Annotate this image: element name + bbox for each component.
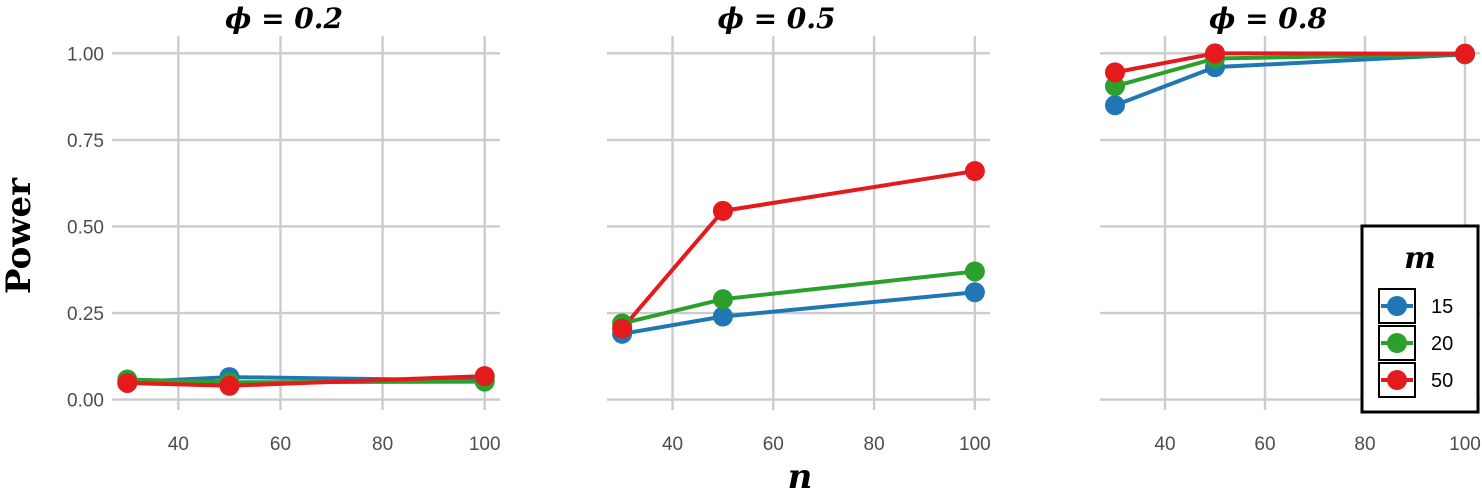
x-tick-label: 80 (372, 434, 393, 455)
x-tick-label: 80 (864, 434, 885, 455)
y-tick-label: 0.50 (67, 217, 104, 238)
facet-panel-2: 40 60 80 100 ϕ = 0.5 (607, 2, 991, 455)
data-point-m50 (964, 161, 985, 182)
legend-label-m15: 15 (1431, 296, 1453, 318)
data-point-m50 (1455, 43, 1475, 64)
legend-key-point-m20 (1387, 333, 1407, 353)
data-point-m50 (474, 366, 495, 387)
facet-title: ϕ = 0.8 (1209, 2, 1327, 35)
data-point-m15 (1105, 95, 1125, 116)
x-tick-label: 60 (270, 434, 291, 455)
facet-title: ϕ = 0.2 (225, 2, 343, 35)
data-point-m50 (712, 200, 733, 221)
x-tick-label: 40 (1154, 434, 1175, 455)
data-point-m20 (712, 289, 733, 310)
x-axis-title: n (788, 457, 813, 495)
y-axis-title: Power (0, 177, 39, 294)
data-point-m50 (1105, 62, 1125, 83)
x-tick-label: 100 (469, 434, 501, 455)
data-point-m50 (219, 375, 240, 396)
facet-panel-3: 40 60 80 100 ϕ = 0.8 (1100, 2, 1481, 455)
data-point-m20 (1105, 76, 1125, 97)
facet-title: ϕ = 0.5 (717, 2, 835, 35)
x-tick-label: 40 (662, 434, 683, 455)
data-point-m15 (964, 282, 985, 303)
y-tick-label: 0.00 (67, 391, 104, 412)
x-tick-label: 60 (1254, 434, 1275, 455)
y-tick-label: 1.00 (67, 44, 104, 65)
data-point-m50 (1205, 43, 1225, 64)
legend-label-m50: 50 (1431, 370, 1453, 392)
legend-key-point-m50 (1387, 370, 1407, 390)
x-tick-label: 100 (959, 434, 991, 455)
legend: m 15 20 50 (1360, 224, 1480, 414)
x-tick-label: 40 (168, 434, 189, 455)
x-tick-label: 60 (763, 434, 784, 455)
data-point-m20 (964, 261, 985, 282)
y-tick-label: 0.75 (67, 131, 104, 152)
y-tick-label: 0.25 (67, 304, 104, 325)
legend-label-m20: 20 (1431, 333, 1453, 355)
x-tick-label: 100 (1449, 434, 1481, 455)
data-point-m15 (712, 306, 733, 327)
data-point-m50 (612, 318, 633, 339)
legend-key-point-m15 (1387, 296, 1407, 316)
legend-title: m (1404, 241, 1436, 276)
facet-panel-1: 40 60 80 100 0.00 0.25 0.50 0.75 1.00 ϕ = 0.2 (67, 2, 501, 455)
x-tick-label: 80 (1354, 434, 1375, 455)
series-line-m50 (620, 169, 976, 330)
data-point-m50 (117, 372, 138, 393)
